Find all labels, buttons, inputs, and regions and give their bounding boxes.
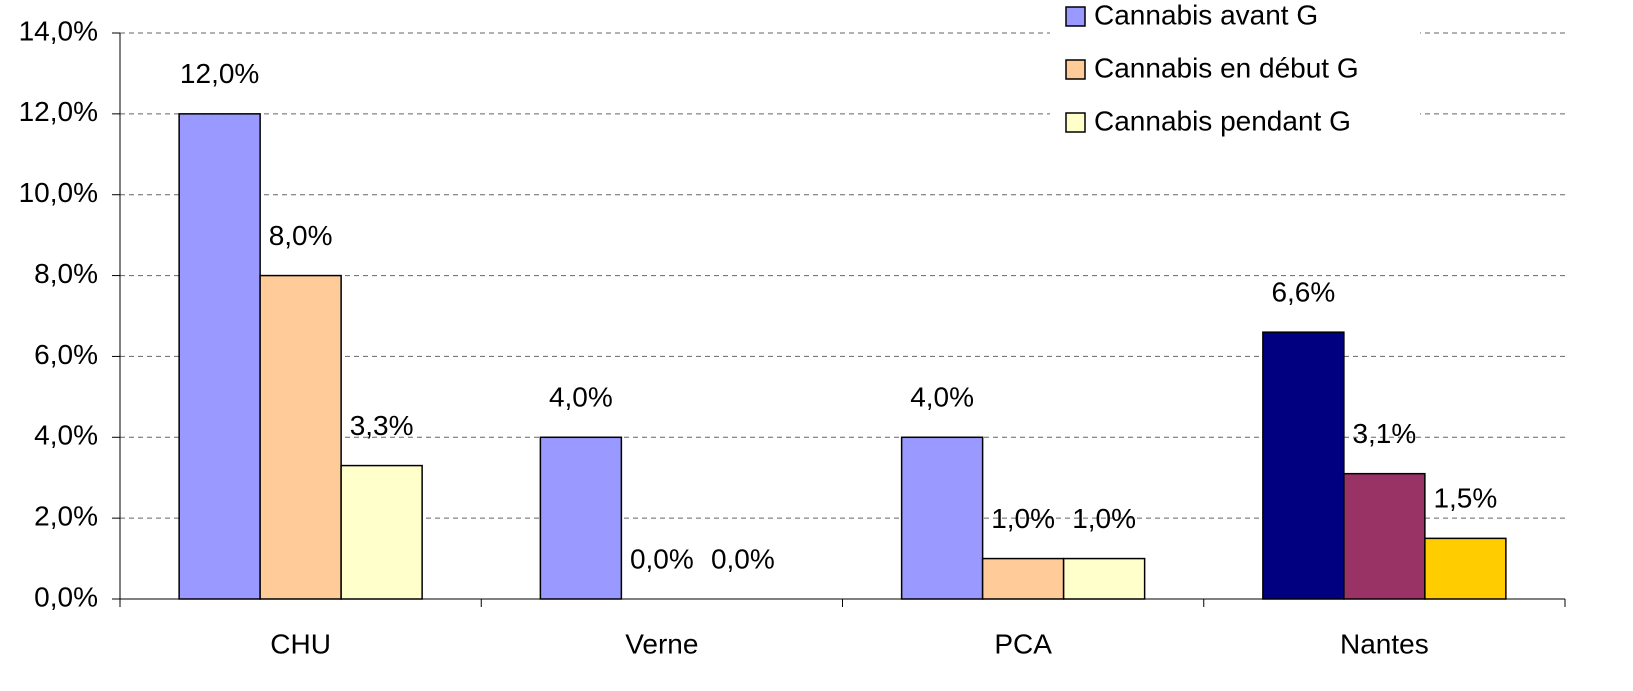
bar bbox=[1262, 331, 1345, 600]
value-label: 3,1% bbox=[1352, 418, 1416, 449]
x-tick-label: Verne bbox=[625, 628, 698, 659]
value-label: 6,6% bbox=[1271, 277, 1335, 308]
bar bbox=[1424, 537, 1507, 600]
value-label: 12,0% bbox=[180, 58, 259, 89]
value-label: 8,0% bbox=[269, 220, 333, 251]
legend-background bbox=[1050, 0, 1420, 149]
y-tick-label: 6,0% bbox=[34, 339, 98, 370]
value-label: 4,0% bbox=[549, 382, 613, 413]
y-tick-label: 2,0% bbox=[34, 501, 98, 532]
y-tick-label: 14,0% bbox=[19, 15, 98, 46]
y-tick-label: 10,0% bbox=[19, 177, 98, 208]
bar bbox=[539, 436, 623, 600]
y-tick-label: 12,0% bbox=[19, 96, 98, 127]
bar bbox=[1343, 472, 1426, 600]
bar bbox=[981, 557, 1065, 600]
x-tick-label: Nantes bbox=[1340, 628, 1429, 659]
legend-label: Cannabis avant G bbox=[1094, 0, 1318, 30]
y-tick-label: 0,0% bbox=[34, 581, 98, 612]
value-label: 0,0% bbox=[711, 543, 775, 574]
value-label: 1,5% bbox=[1433, 483, 1497, 514]
legend-swatch bbox=[1065, 6, 1086, 27]
y-tick-label: 8,0% bbox=[34, 258, 98, 289]
bar bbox=[259, 274, 342, 600]
value-label: 1,0% bbox=[991, 503, 1055, 534]
y-tick-label: 4,0% bbox=[34, 420, 98, 451]
legend-swatch bbox=[1065, 59, 1086, 80]
x-tick-label: PCA bbox=[994, 628, 1052, 659]
value-label: 0,0% bbox=[630, 543, 694, 574]
legend-swatch bbox=[1065, 112, 1086, 133]
value-label: 3,3% bbox=[350, 410, 414, 441]
legend-label: Cannabis pendant G bbox=[1094, 105, 1351, 136]
legend-label: Cannabis en début G bbox=[1094, 52, 1359, 83]
value-label: 1,0% bbox=[1072, 503, 1136, 534]
bar bbox=[900, 436, 984, 600]
value-label: 4,0% bbox=[910, 382, 974, 413]
bar bbox=[340, 464, 423, 600]
bar bbox=[1062, 557, 1146, 600]
bar bbox=[178, 113, 261, 600]
x-tick-label: CHU bbox=[270, 628, 331, 659]
